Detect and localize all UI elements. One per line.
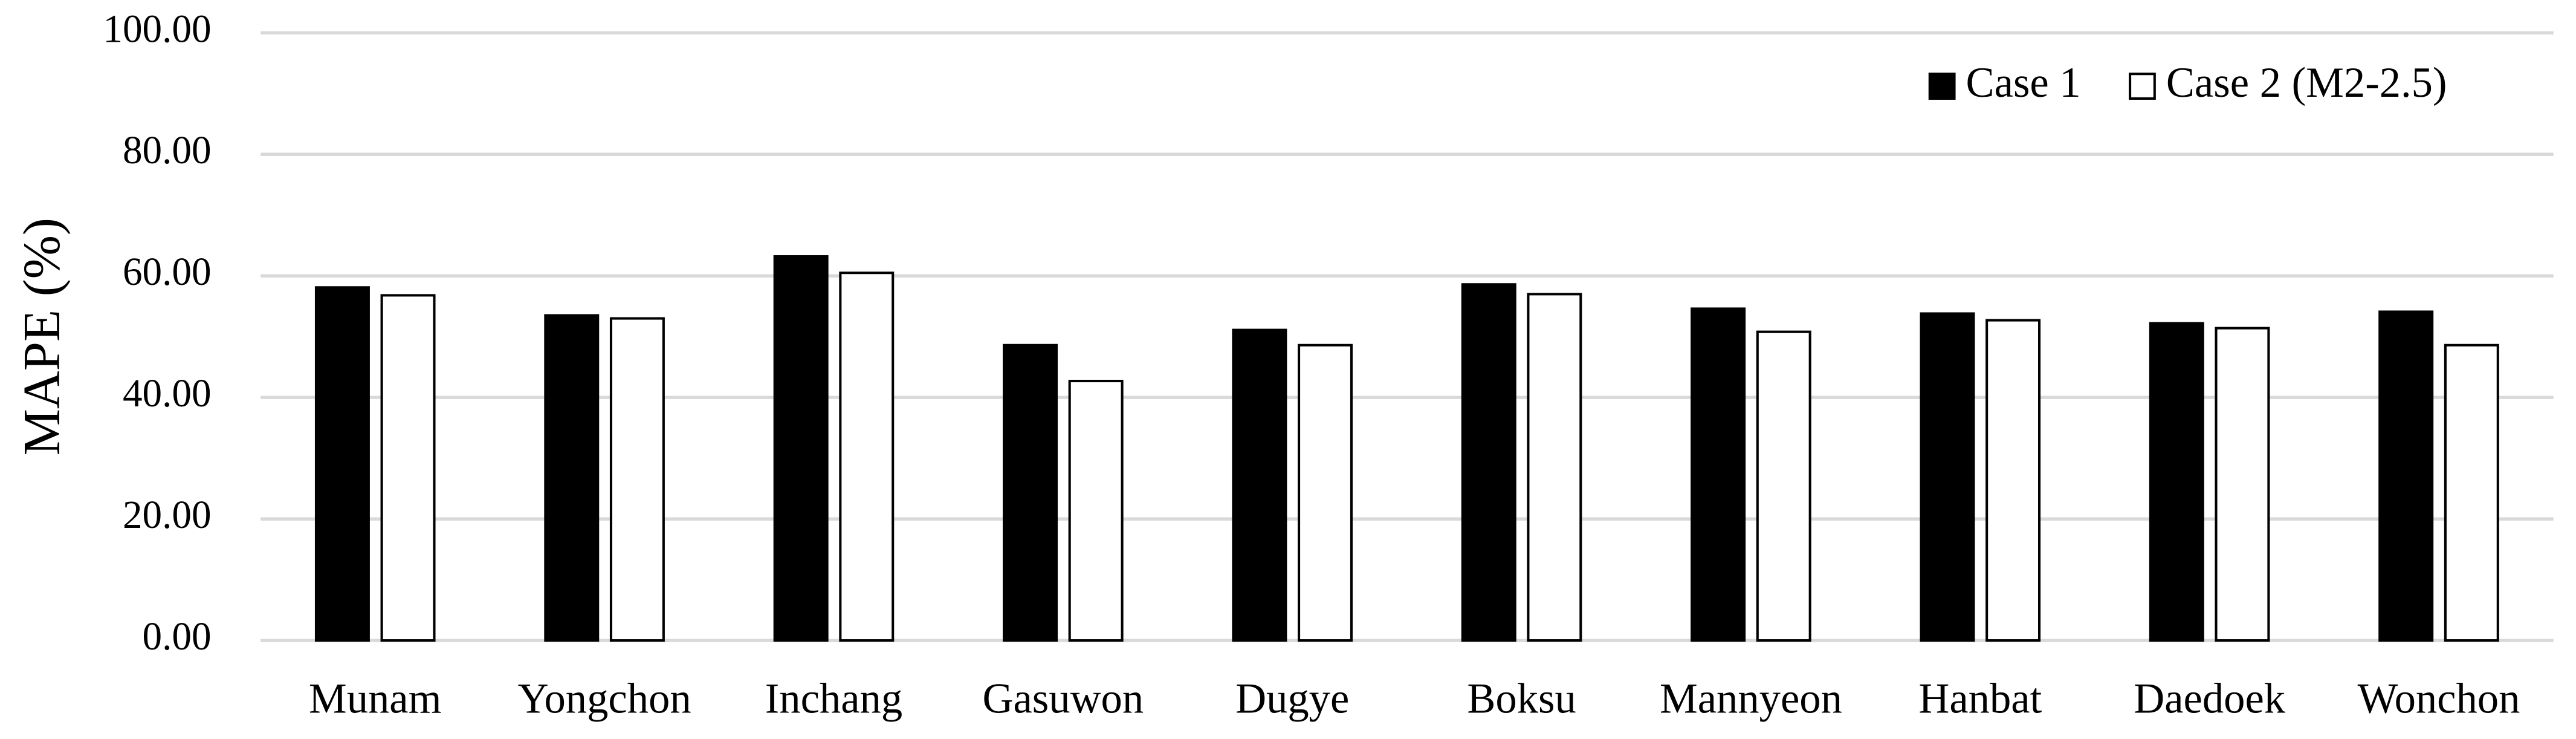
bar <box>314 286 370 642</box>
bar <box>544 314 600 642</box>
bar <box>1756 330 1811 642</box>
bar <box>1003 343 1058 642</box>
y-axis-label: MAPE (%) <box>13 218 71 455</box>
bar <box>1527 293 1582 642</box>
y-tick-label: 40.00 <box>123 372 212 415</box>
bar <box>1985 319 2041 642</box>
bar <box>1232 328 1287 642</box>
legend-label: Case 2 (M2-2.5) <box>2166 59 2447 106</box>
x-tick-label: Munam <box>309 675 442 722</box>
bar <box>773 255 829 642</box>
x-tick-label: Inchang <box>765 675 902 722</box>
bar <box>1920 312 1975 642</box>
x-tick-label: Yongchon <box>518 675 691 722</box>
bar <box>609 317 665 642</box>
bar <box>380 294 436 642</box>
y-tick-label: 20.00 <box>123 493 212 537</box>
x-tick-label: Mannyeon <box>1660 675 1842 722</box>
y-tick-label: 100.00 <box>103 7 211 51</box>
legend-swatch <box>2129 73 2156 100</box>
legend-label: Case 1 <box>1966 59 2081 106</box>
bar <box>1068 379 1124 642</box>
bar <box>2378 310 2434 642</box>
x-tick-label: Boksu <box>1467 675 1576 722</box>
bar <box>2215 327 2270 642</box>
legend-swatch <box>1928 73 1956 100</box>
x-tick-label: Dugye <box>1235 675 1349 722</box>
bar <box>2444 343 2499 642</box>
bar <box>1461 283 1516 642</box>
x-tick-label: Hanbat <box>1918 675 2042 722</box>
bar <box>1691 307 1746 642</box>
x-tick-label: Gasuwon <box>982 675 1144 722</box>
x-tick-label: Wonchon <box>2358 675 2520 722</box>
y-tick-label: 0.00 <box>143 615 212 659</box>
bar <box>839 272 895 642</box>
bar <box>1298 343 1353 642</box>
y-tick-label: 80.00 <box>123 129 212 172</box>
x-tick-label: Daedoek <box>2134 675 2286 722</box>
bar <box>2149 322 2204 642</box>
y-tick-label: 60.00 <box>123 250 212 294</box>
